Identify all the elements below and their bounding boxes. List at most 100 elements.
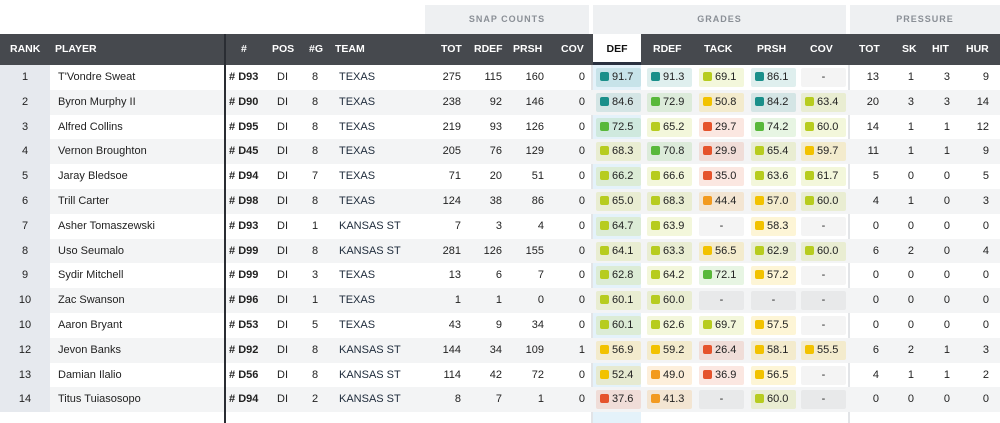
- header-grade-def[interactable]: DEF: [593, 34, 641, 65]
- table-row[interactable]: 10 Aaron Bryant DI 5 TEXAS # D53 43 9 34 0 0 0 0 0 60.…: [0, 313, 1000, 338]
- header-pressure-hur[interactable]: HUR: [966, 43, 989, 55]
- pressure-tot: 0: [872, 269, 879, 282]
- header-snap-rdef[interactable]: RDEF: [474, 43, 503, 55]
- header-grade-rdef[interactable]: RDEF: [653, 43, 682, 55]
- header-games[interactable]: #G: [309, 43, 324, 55]
- table-row[interactable]: 6 Trill Carter DI 8 TEXAS # D98 124 38 86 0 4 1 0 3 65…: [0, 189, 1000, 214]
- table-row[interactable]: 2 Byron Murphy II DI 8 TEXAS # D90 238 92 146 0 20…: [0, 89, 1000, 115]
- header-team[interactable]: TEAM: [335, 43, 365, 55]
- player-name[interactable]: Damian Ilalio: [58, 368, 122, 381]
- team-name[interactable]: KANSAS ST: [339, 393, 401, 406]
- header-grade-tack[interactable]: TACK: [704, 43, 733, 55]
- player-name[interactable]: Trill Carter: [58, 195, 109, 207]
- player-name[interactable]: Zac Swanson: [58, 294, 125, 307]
- grade-tack: 69.7: [699, 316, 744, 335]
- header-pressure-tot[interactable]: TOT: [859, 43, 880, 55]
- header-grade-prsh[interactable]: PRSH: [757, 43, 787, 55]
- table-row[interactable]: 8 Uso Seumalo DI 8 KANSAS ST # D99 281 126 155 0 6…: [0, 238, 1000, 264]
- player-name[interactable]: Titus Tuiasosopo: [58, 393, 141, 406]
- hash-symbol: #: [229, 195, 239, 207]
- team-name[interactable]: TEXAS: [339, 294, 376, 307]
- grade-cov-value: -: [821, 368, 826, 381]
- team-name[interactable]: TEXAS: [339, 145, 376, 158]
- player-name[interactable]: Sydir Mitchell: [58, 269, 124, 282]
- team-name[interactable]: TEXAS: [339, 319, 376, 331]
- grade-color-square-icon: [755, 72, 764, 81]
- team-name[interactable]: TEXAS: [339, 71, 376, 83]
- table-row[interactable]: 5 Jaray Bledsoe DI 7 TEXAS # D94 71 20 51 0 5 0 0 5 66…: [0, 164, 1000, 189]
- snap-tot: 238: [442, 95, 461, 108]
- rank: 6: [0, 189, 50, 214]
- jersey-number: # D98: [229, 189, 258, 214]
- player-name[interactable]: Byron Murphy II: [58, 95, 136, 108]
- grade-prsh-value: 57.5: [767, 319, 789, 331]
- grade-cov: 59.7: [801, 142, 846, 162]
- header-pressure-sk[interactable]: SK: [902, 43, 917, 55]
- grade-color-square-icon: [600, 344, 609, 354]
- table-row[interactable]: 13 Damian Ilalio DI 8 KANSAS ST # D56 114 42 72 0…: [0, 362, 1000, 388]
- player-name[interactable]: Jaray Bledsoe: [58, 170, 128, 183]
- pressure-hit: 0: [943, 294, 950, 307]
- jersey-number: # D93: [229, 214, 258, 239]
- player-name[interactable]: Alfred Collins: [58, 120, 123, 133]
- snap-rdef: 92: [489, 95, 502, 108]
- player-name[interactable]: T'Vondre Sweat: [58, 71, 136, 83]
- team-name[interactable]: TEXAS: [339, 95, 376, 108]
- header-snap-cov[interactable]: COV: [561, 43, 584, 55]
- grade-tack-value: 26.4: [715, 343, 737, 356]
- team-name[interactable]: TEXAS: [339, 170, 376, 183]
- grade-tack: -: [699, 291, 744, 311]
- grade-rdef: 63.9: [647, 216, 692, 236]
- grade-tack: 35.0: [699, 167, 744, 187]
- table-row[interactable]: 14 Titus Tuiasosopo DI 2 KANSAS ST # D94 8 7 1 0 0…: [0, 387, 1000, 413]
- snap-prsh: 1: [537, 393, 544, 406]
- player-name[interactable]: Vernon Broughton: [58, 145, 147, 158]
- table-row[interactable]: 3 Alfred Collins DI 8 TEXAS # D95 219 93 126 0 14 1…: [0, 114, 1000, 140]
- pressure-sk: 1: [907, 195, 914, 207]
- player-name[interactable]: Uso Seumalo: [58, 244, 125, 257]
- grade-prsh: 57.2: [751, 266, 796, 286]
- header-grade-cov[interactable]: COV: [810, 43, 833, 55]
- grade-cov-value: 60.0: [817, 195, 839, 207]
- team-name[interactable]: TEXAS: [339, 120, 376, 133]
- table-row[interactable]: 10 Zac Swanson DI 1 TEXAS # D96 1 1 0 0 0 0 0 0 60.1 60…: [0, 288, 1000, 313]
- grade-cov: -: [801, 390, 846, 410]
- header-jersey[interactable]: #: [241, 43, 247, 55]
- player-name[interactable]: Asher Tomaszewski: [58, 219, 155, 232]
- grade-def: 64.1: [596, 241, 641, 261]
- snap-rdef: 126: [483, 244, 502, 257]
- grade-color-square-icon: [651, 220, 660, 230]
- team-name[interactable]: KANSAS ST: [339, 343, 401, 356]
- header-rank[interactable]: RANK: [10, 43, 41, 55]
- pressure-hur: 5: [982, 170, 989, 183]
- team-name[interactable]: KANSAS ST: [339, 244, 401, 257]
- table-row[interactable]: 1 T'Vondre Sweat DI 8 TEXAS # D93 275 115 160 0 13…: [0, 65, 1000, 90]
- player-name[interactable]: Jevon Banks: [58, 343, 121, 356]
- player-name[interactable]: Aaron Bryant: [58, 319, 123, 331]
- rank: 4: [0, 139, 50, 165]
- pressure-sk: 1: [907, 145, 914, 158]
- snap-cov: 0: [578, 71, 585, 83]
- table-row[interactable]: 7 Asher Tomaszewski DI 1 KANSAS ST # D93 7 3 4 0 0…: [0, 213, 1000, 239]
- snap-cov: 0: [578, 145, 585, 158]
- header-player[interactable]: PLAYER: [55, 43, 97, 55]
- header-pressure-hit[interactable]: HIT: [932, 43, 949, 55]
- grade-prsh-value: 63.6: [767, 170, 789, 183]
- rank: 10: [0, 288, 50, 313]
- header-pos[interactable]: POS: [272, 43, 295, 55]
- team-name[interactable]: KANSAS ST: [339, 368, 401, 381]
- table-row[interactable]: 9 Sydir Mitchell DI 3 TEXAS # D99 13 6 7 0 0 0 0 0 62.…: [0, 263, 1000, 289]
- team-name[interactable]: KANSAS ST: [339, 219, 401, 232]
- team-name[interactable]: TEXAS: [339, 195, 376, 207]
- table-row[interactable]: 12 Jevon Banks DI 8 KANSAS ST # D92 144 34 109 1 6…: [0, 337, 1000, 363]
- header-snap-prsh[interactable]: PRSH: [513, 43, 543, 55]
- grade-tack: 50.8: [699, 92, 744, 112]
- table-row[interactable]: 4 Vernon Broughton DI 8 TEXAS # D45 205 76 129 0 1…: [0, 139, 1000, 165]
- grade-color-square-icon: [755, 121, 764, 131]
- grade-color-square-icon: [651, 245, 660, 255]
- header-snap-tot[interactable]: TOT: [441, 43, 462, 55]
- grade-rdef-value: 63.3: [663, 244, 685, 257]
- team-name[interactable]: TEXAS: [339, 269, 376, 282]
- grade-cov-value: -: [821, 71, 826, 83]
- pressure-hur: 0: [982, 393, 989, 406]
